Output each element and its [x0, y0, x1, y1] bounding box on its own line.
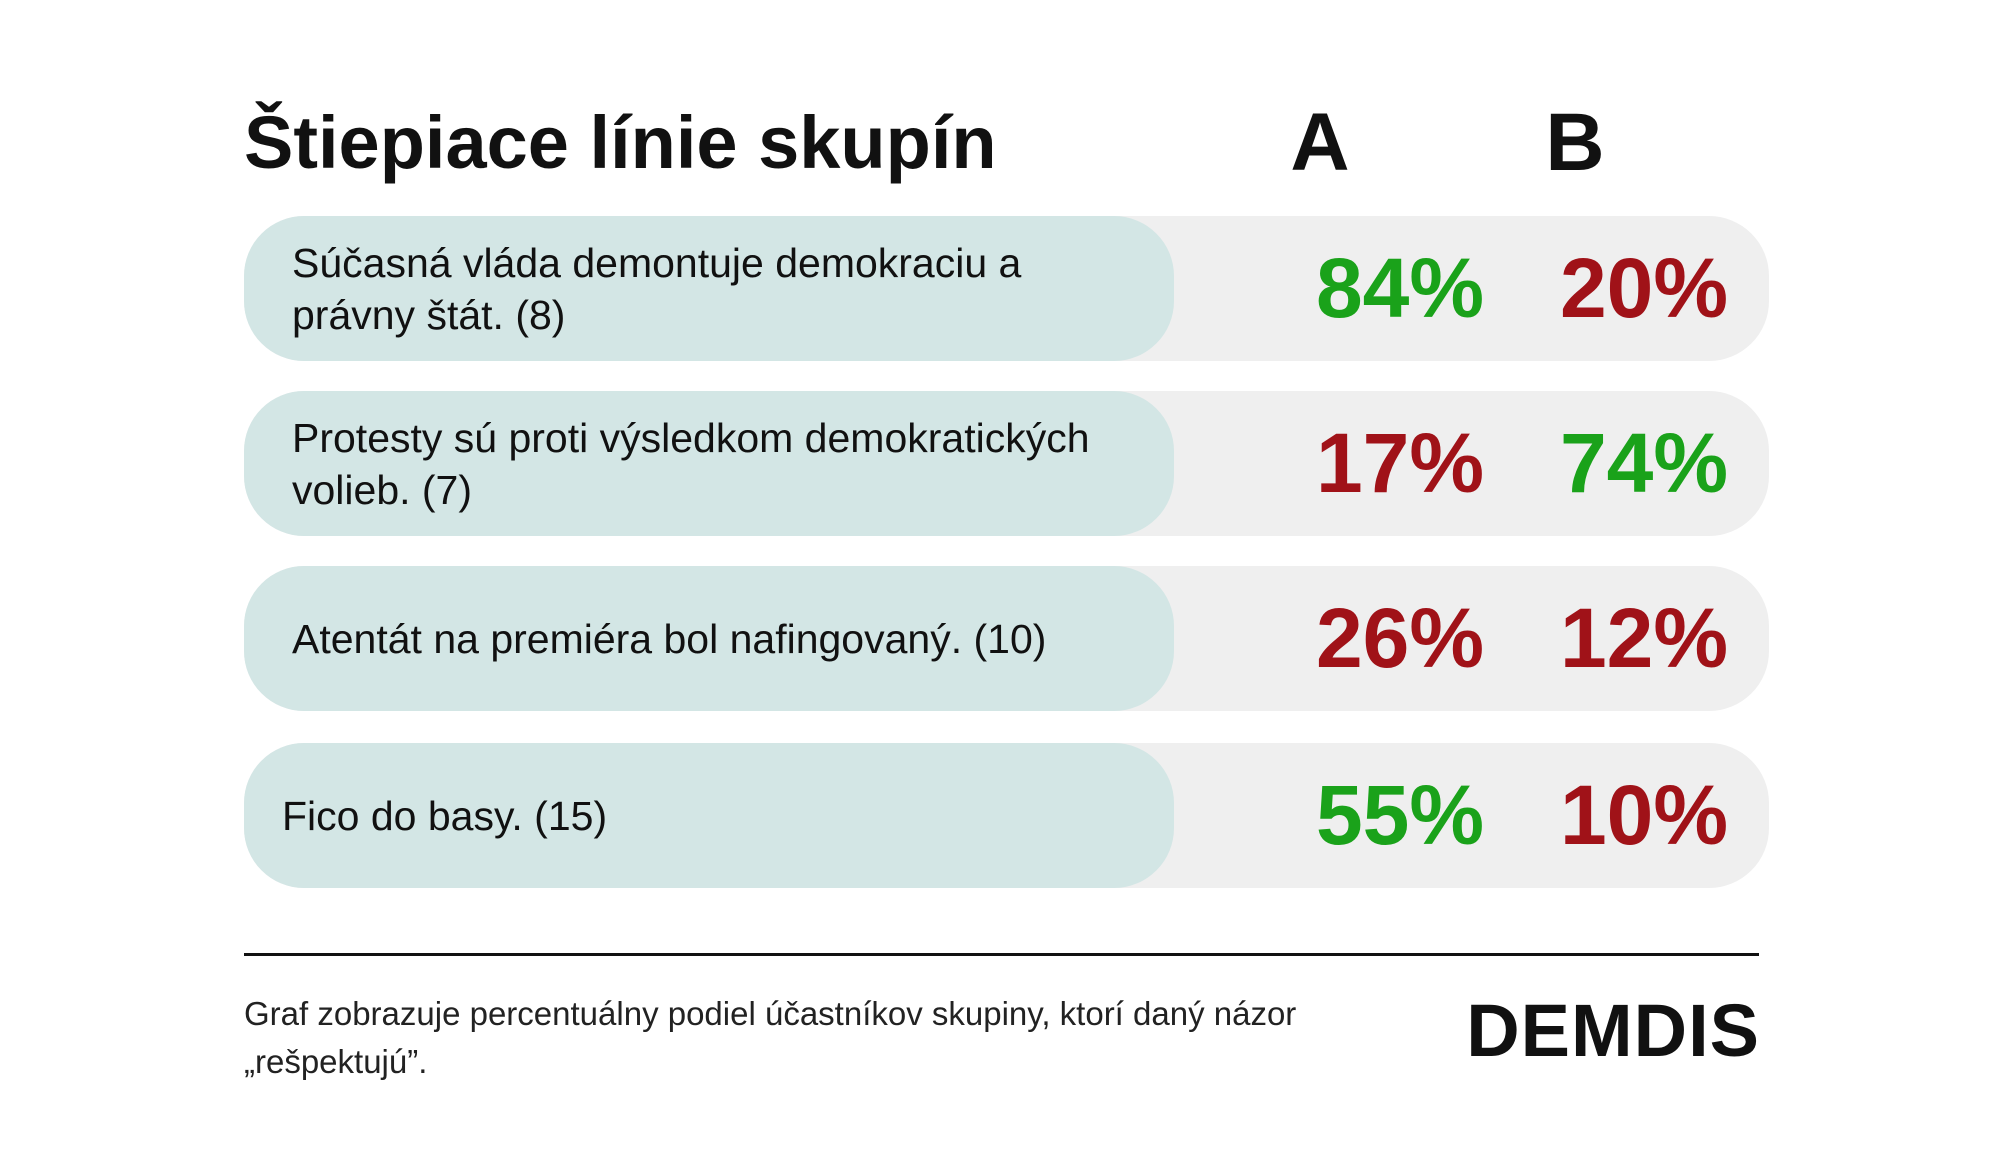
row-label: Protesty sú proti výsledkom demokratický… — [292, 414, 1090, 513]
table-row: Protesty sú proti výsledkom demokratický… — [244, 391, 1769, 536]
value-a: 26% — [1315, 591, 1485, 685]
value-b: 10% — [1559, 768, 1729, 862]
table-row: Súčasná vláda demontuje demokraciu a prá… — [244, 216, 1769, 361]
table-row: Fico do basy. (15) 55% 10% — [244, 743, 1769, 888]
value-a: 17% — [1315, 416, 1485, 510]
value-a: 55% — [1315, 768, 1485, 862]
value-b: 74% — [1559, 416, 1729, 510]
row-label: Fico do basy. (15) — [282, 792, 608, 839]
value-a: 84% — [1315, 241, 1485, 335]
value-b: 12% — [1559, 591, 1729, 685]
brand-logo: DEMDIS — [1466, 989, 1760, 1072]
chart-title: Štiepiace línie skupín — [244, 101, 997, 184]
row-label-box: Protesty sú proti výsledkom demokratický… — [244, 391, 1174, 536]
row-label-box: Atentát na premiéra bol nafingovaný. (10… — [244, 566, 1174, 711]
row-label-box: Súčasná vláda demontuje demokraciu a prá… — [244, 216, 1174, 361]
row-label: Súčasná vláda demontuje demokraciu a prá… — [292, 239, 1022, 338]
column-header-b: B — [1545, 97, 1605, 188]
row-label-box: Fico do basy. (15) — [244, 743, 1174, 888]
table-row: Atentát na premiéra bol nafingovaný. (10… — [244, 566, 1769, 711]
value-b: 20% — [1559, 241, 1729, 335]
footer-divider — [244, 953, 1759, 956]
footnote: Graf zobrazuje percentuálny podiel účast… — [244, 995, 1297, 1080]
column-header-a: A — [1290, 97, 1350, 188]
row-label: Atentát na premiéra bol nafingovaný. (10… — [292, 615, 1047, 662]
